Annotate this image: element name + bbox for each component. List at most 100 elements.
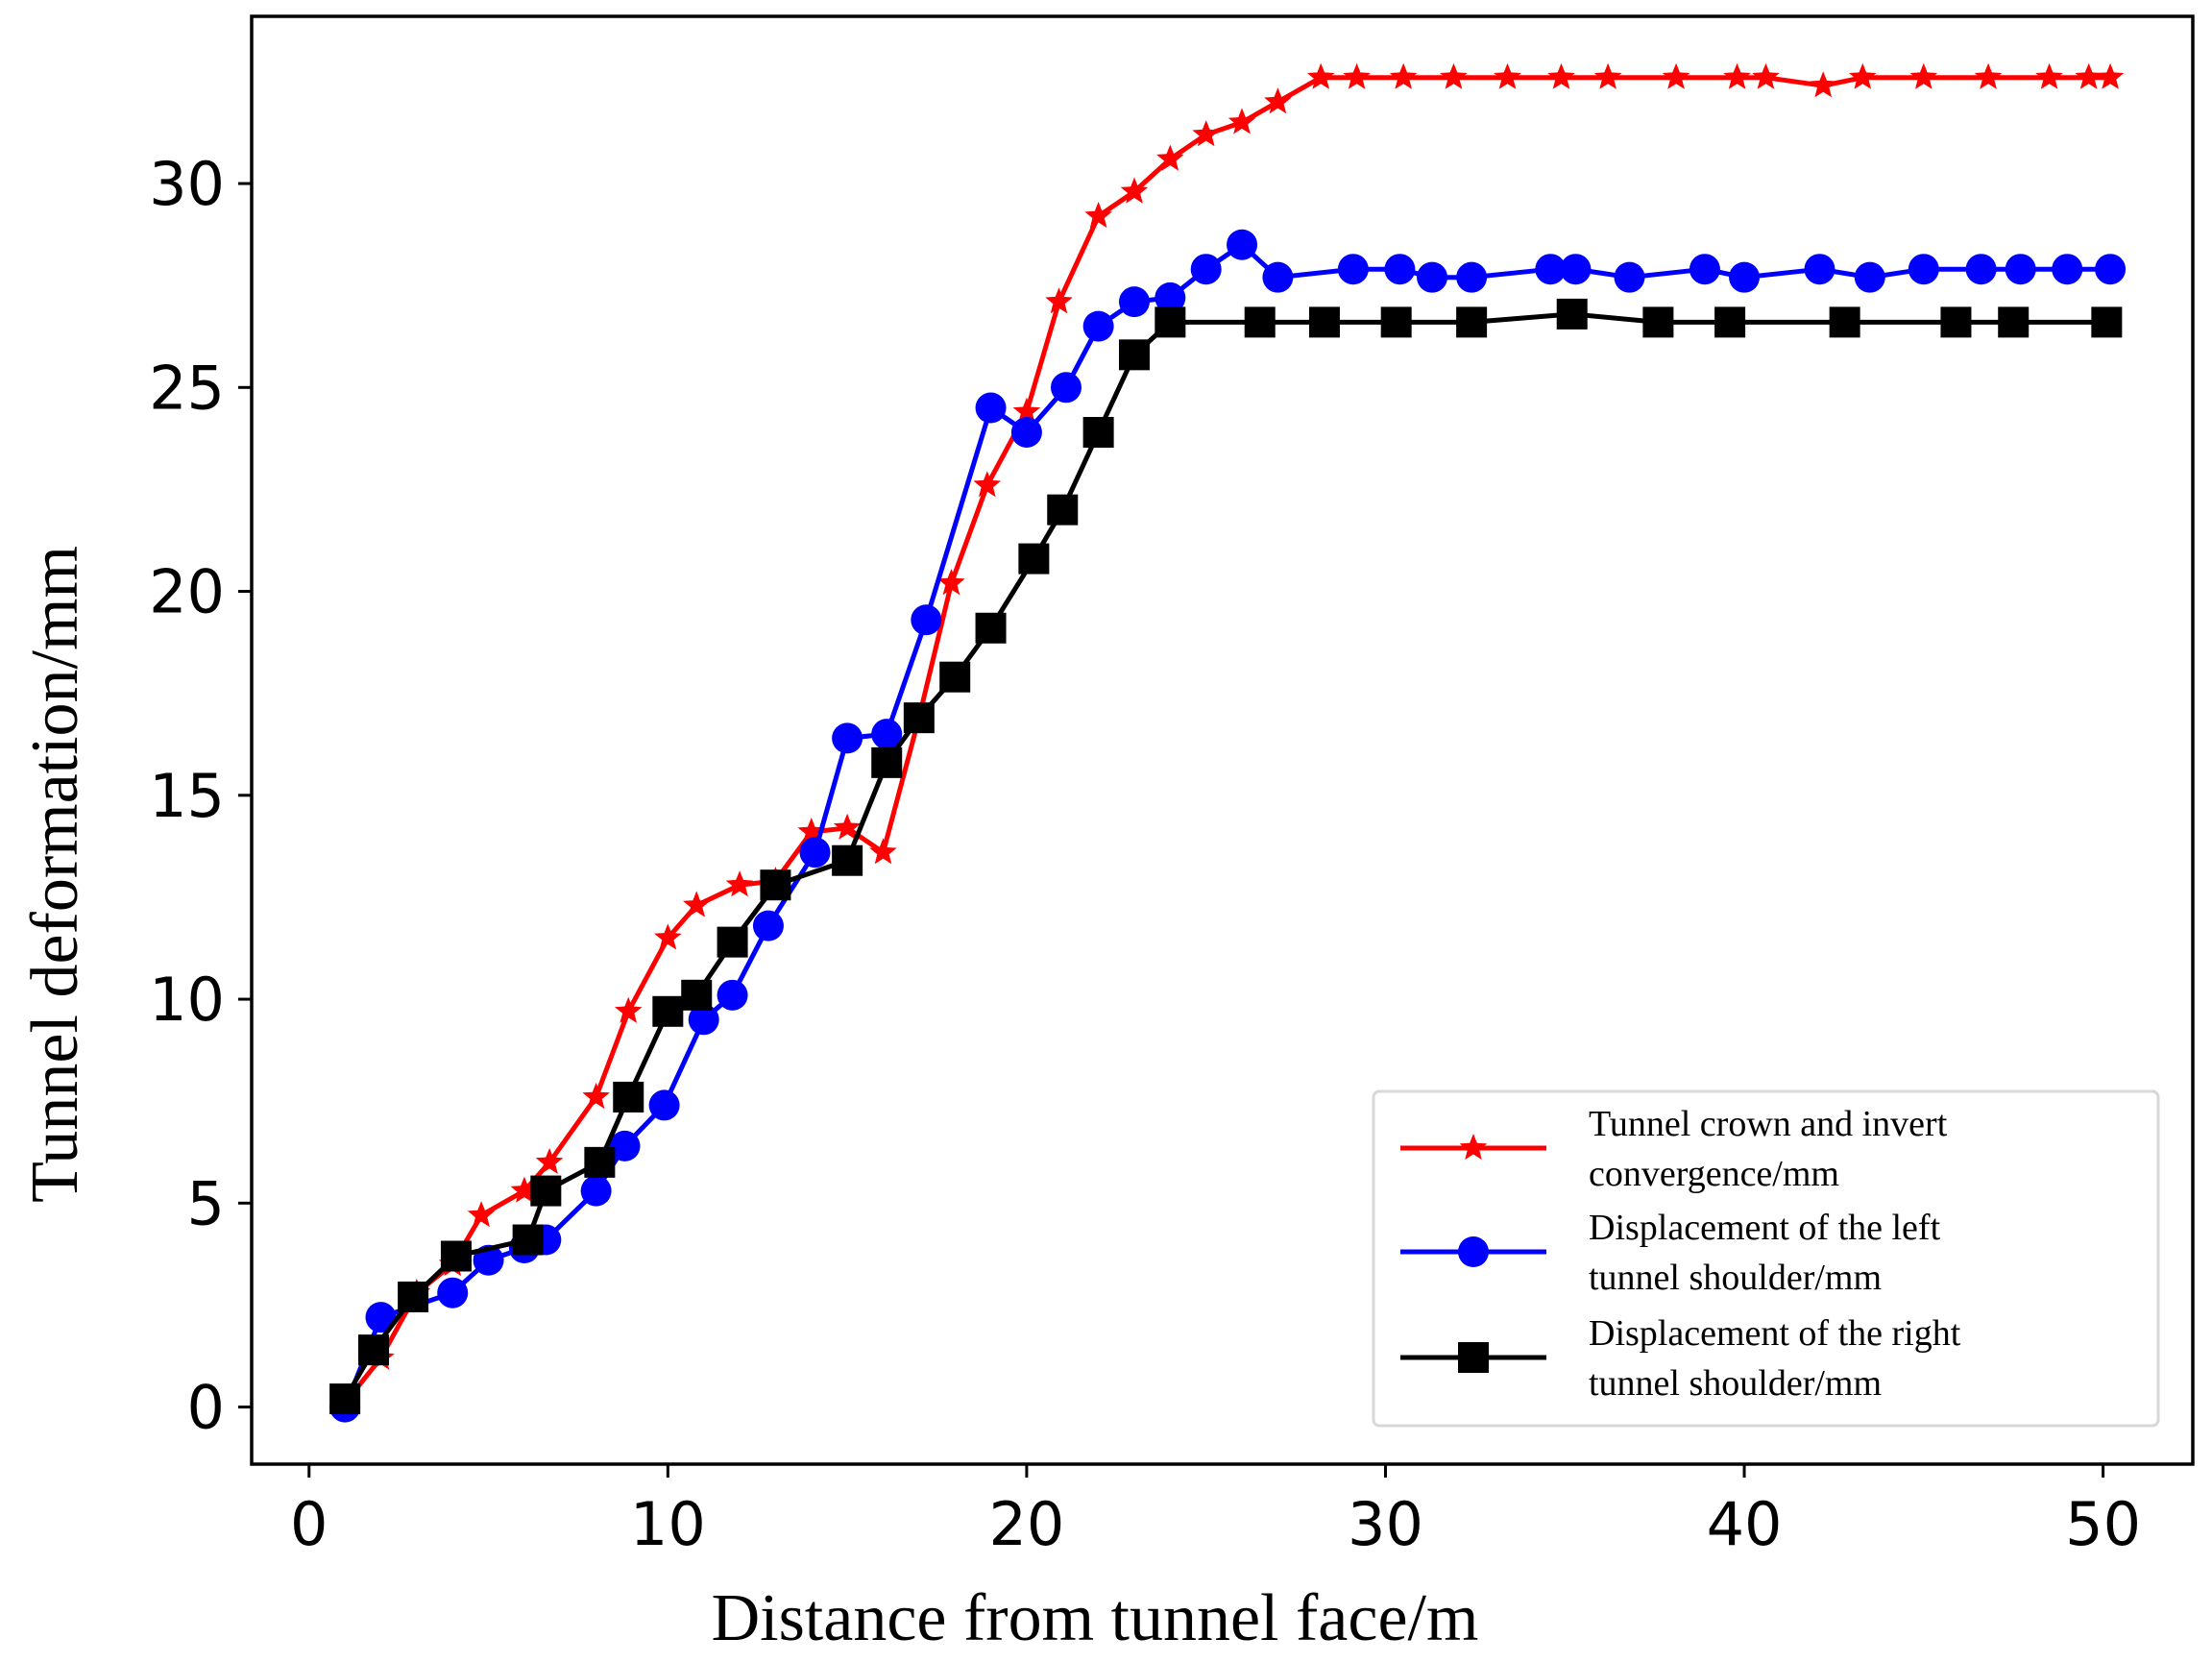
star-marker (510, 1176, 539, 1203)
square-marker (1458, 1342, 1489, 1373)
square-marker (652, 995, 684, 1027)
series-layer (329, 62, 2127, 1423)
circle-marker (2052, 254, 2083, 285)
circle-marker (1262, 261, 1294, 293)
square-marker (1380, 306, 1412, 338)
star-marker (1494, 62, 1521, 89)
star-marker (1593, 62, 1622, 89)
star-marker (1723, 62, 1751, 89)
square-marker (1642, 306, 1674, 338)
x-tick-label: 50 (2065, 1489, 2141, 1559)
circle-marker (1082, 310, 1114, 342)
star-marker (1662, 62, 1690, 89)
x-tick-label: 30 (1348, 1489, 1423, 1559)
legend-label: tunnel shoulder/mm (1589, 1258, 1882, 1298)
star-marker (937, 569, 965, 596)
legend: Tunnel crown and invert convergence/mm Dis… (1372, 1089, 2160, 1428)
series-crown-invert-convergence (330, 62, 2125, 1415)
star-marker (1307, 62, 1335, 89)
circle-marker (1908, 254, 1939, 285)
circle-marker (1535, 254, 1567, 285)
axis-ticks: 0 10 20 30 40 50 0 5 10 15 20 25 30 (149, 149, 2141, 1559)
square-marker (903, 702, 935, 734)
square-marker (1556, 298, 1588, 330)
square-marker (1829, 306, 1860, 338)
series-right-shoulder-displacement (329, 298, 2123, 1415)
star-marker (1849, 62, 1877, 89)
star-marker (1909, 62, 1938, 89)
circle-marker (717, 979, 748, 1011)
x-tick-label: 20 (988, 1489, 1064, 1559)
star-marker (1440, 62, 1468, 89)
legend-label: Displacement of the right (1589, 1313, 1961, 1354)
legend-label: tunnel shoulder/mm (1589, 1363, 1882, 1404)
star-marker (797, 818, 825, 844)
star-marker (973, 471, 1002, 498)
circle-marker (911, 604, 942, 636)
star-marker (1012, 397, 1041, 424)
square-marker (1018, 543, 1050, 575)
circle-marker (580, 1175, 612, 1207)
circle-marker (1227, 229, 1258, 260)
circle-marker (1050, 372, 1082, 404)
circle-marker (975, 392, 1007, 424)
circle-marker (1417, 261, 1448, 293)
star-marker (1343, 62, 1371, 89)
circle-marker (688, 1004, 719, 1036)
square-marker (530, 1175, 562, 1207)
square-marker (681, 979, 713, 1011)
circle-marker (1118, 286, 1150, 318)
star-marker (467, 1201, 496, 1228)
star-marker (1228, 108, 1256, 135)
legend-entry-right-shoulder-displacement: Displacement of the right tunnel shoulder… (1400, 1313, 1961, 1404)
square-marker (760, 869, 791, 901)
y-tick-label: 25 (149, 353, 225, 423)
square-marker (939, 661, 971, 693)
y-tick-label: 5 (187, 1168, 225, 1238)
square-marker (1940, 306, 1972, 338)
star-marker (2096, 62, 2125, 89)
square-marker (1155, 306, 1186, 338)
star-marker (869, 838, 897, 865)
x-tick-label: 0 (290, 1489, 328, 1559)
star-marker (1547, 62, 1575, 89)
x-axis-title: Distance from tunnel face/m (712, 1581, 1479, 1655)
circle-marker (1456, 261, 1488, 293)
star-marker (833, 813, 862, 840)
star-marker (1752, 62, 1780, 89)
square-marker (584, 1146, 616, 1178)
star-marker (1974, 62, 2003, 89)
square-marker (512, 1224, 544, 1256)
x-tick-label: 40 (1707, 1489, 1783, 1559)
square-marker (613, 1081, 644, 1113)
square-marker (1714, 306, 1746, 338)
star-marker (1084, 202, 1112, 229)
star-marker (582, 1082, 610, 1110)
star-marker (1192, 120, 1220, 147)
circle-marker (832, 722, 863, 754)
circle-marker (1614, 261, 1645, 293)
y-tick-label: 10 (149, 965, 225, 1035)
square-marker (1118, 339, 1150, 371)
square-marker (975, 612, 1007, 644)
circle-marker (609, 1130, 641, 1162)
square-marker (871, 746, 903, 778)
circle-marker (2095, 254, 2127, 285)
star-marker (654, 923, 682, 950)
star-marker (1045, 287, 1073, 314)
square-marker (1244, 306, 1276, 338)
star-marker (615, 996, 643, 1023)
star-marker (2075, 62, 2103, 89)
star-marker (725, 870, 754, 897)
square-marker (1308, 306, 1340, 338)
legend-label: Tunnel crown and invert (1589, 1104, 1948, 1144)
circle-marker (799, 837, 831, 868)
series-left-shoulder-displacement (329, 229, 2127, 1423)
circle-marker (2005, 254, 2036, 285)
y-tick-label: 0 (187, 1373, 225, 1443)
circle-marker (1965, 254, 1997, 285)
square-marker (832, 844, 863, 876)
square-marker (717, 926, 748, 958)
